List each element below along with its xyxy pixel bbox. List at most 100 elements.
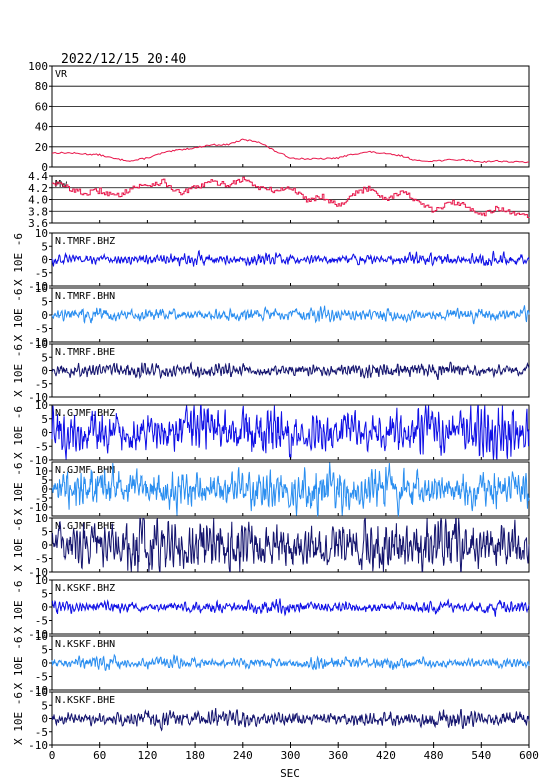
series-line — [52, 176, 530, 218]
y-tick-label: 10 — [35, 465, 48, 478]
y-tick-label: -5 — [35, 726, 48, 739]
y-tick-label: -5 — [35, 323, 48, 336]
y-tick-label: 60 — [35, 100, 48, 113]
panel-stack: 100806040200VR4.44.24.03.83.6Mw1050-5-10… — [12, 60, 539, 762]
panel-frame — [51, 65, 530, 168]
panel-label: N.TMRF.BHE — [55, 347, 115, 358]
y-tick-label: -5 — [35, 267, 48, 280]
series-line — [51, 249, 530, 267]
y-tick-label: 0 — [41, 309, 48, 322]
panel-label: N.KSKF.BHZ — [55, 583, 115, 594]
y-tick-label: 3.6 — [28, 217, 48, 230]
y-tick-label: 0 — [41, 601, 48, 614]
y-tick-label: 5 — [41, 296, 48, 309]
y-tick-label: 40 — [35, 121, 48, 134]
y-tick-label: 5 — [41, 588, 48, 601]
series-line — [51, 653, 530, 672]
y-tick-label: 100 — [28, 60, 48, 73]
x-axis-label: SEC — [280, 767, 300, 780]
x-tick-label: 420 — [376, 749, 396, 762]
y-tick-label: 20 — [35, 141, 48, 154]
y-axis-label: X 10E -6 — [12, 581, 25, 634]
series-line — [51, 138, 530, 164]
y-tick-label: -5 — [35, 440, 48, 453]
y-tick-label: -10 — [28, 391, 48, 404]
y-tick-label: 5 — [41, 526, 48, 539]
x-tick-label: 120 — [137, 749, 157, 762]
y-tick-label: 10 — [35, 686, 48, 699]
y-tick-label: 5 — [41, 699, 48, 712]
y-tick-label: -10 — [28, 280, 48, 293]
series-line — [51, 305, 530, 325]
panel-label: N.GJMF.BHE — [55, 521, 115, 532]
y-tick-label: -5 — [35, 553, 48, 566]
y-tick-label: 10 — [35, 227, 48, 240]
y-tick-label: 10 — [35, 574, 48, 587]
y-tick-label: 0 — [41, 539, 48, 552]
y-axis-label: X 10E -6 — [12, 289, 25, 342]
y-tick-label: 0 — [41, 483, 48, 496]
y-tick-label: -5 — [35, 671, 48, 684]
y-axis-label: X 10E -6 — [12, 519, 25, 572]
y-tick-label: 80 — [35, 80, 48, 93]
panel-label: N.GJMF.BHN — [55, 465, 115, 476]
y-tick-label: 0 — [41, 254, 48, 267]
y-tick-label: 5 — [41, 413, 48, 426]
y-axis-label: X 10E -6 — [12, 233, 25, 286]
y-tick-label: -10 — [28, 566, 48, 579]
x-tick-label: 300 — [281, 749, 301, 762]
y-axis-label: X 10E -6 — [12, 344, 25, 397]
y-tick-label: -10 — [28, 739, 48, 752]
y-axis-label: X 10E -6 — [12, 463, 25, 516]
y-axis-label: X 10E -6 — [12, 637, 25, 690]
y-axis-label: X 10E -6 — [12, 692, 25, 745]
series-line — [51, 462, 530, 518]
x-tick-label: 480 — [424, 749, 444, 762]
x-tick-label: 360 — [328, 749, 348, 762]
panel-label: N.TMRF.BHZ — [55, 236, 115, 247]
panel-label: N.KSKF.BHN — [55, 639, 115, 650]
y-tick-label: 0 — [41, 161, 48, 174]
y-tick-label: 4.0 — [28, 194, 48, 207]
series-line — [51, 598, 530, 617]
y-tick-label: 0 — [41, 657, 48, 670]
y-tick-label: -10 — [28, 501, 48, 514]
x-tick-label: 60 — [93, 749, 106, 762]
y-tick-label: -10 — [28, 336, 48, 349]
series-line — [51, 405, 530, 460]
x-tick-label: 240 — [233, 749, 253, 762]
timestamp-header: 2022/12/15 20:40 — [61, 52, 186, 67]
panel-label: N.TMRF.BHN — [55, 291, 115, 302]
series-line — [51, 517, 530, 573]
y-tick-label: 10 — [35, 630, 48, 643]
y-tick-label: 10 — [35, 399, 48, 412]
x-tick-label: 180 — [185, 749, 205, 762]
x-tick-label: 600 — [519, 749, 539, 762]
panel-label: Mw — [55, 179, 68, 190]
panel-label: VR — [55, 69, 68, 80]
y-axis-label: X 10E -6 — [12, 406, 25, 459]
y-tick-label: -5 — [35, 378, 48, 391]
y-tick-label: 5 — [41, 240, 48, 253]
x-tick-label: 0 — [49, 749, 56, 762]
series-line — [51, 707, 530, 732]
y-tick-label: 0 — [41, 427, 48, 440]
panel-vr: 100 80 60 40 20 0 VR — [28, 60, 530, 174]
y-tick-label: -5 — [35, 615, 48, 628]
panel-frame — [51, 461, 530, 517]
series-line — [51, 361, 530, 380]
y-tick-label: 10 — [35, 512, 48, 525]
panel-label: N.KSKF.BHE — [55, 695, 115, 706]
y-tick-label: 5 — [41, 474, 48, 487]
y-tick-label: 5 — [41, 351, 48, 364]
panel-mw: 4.44.24.03.83.6 Mw — [28, 170, 530, 230]
y-tick-label: 5 — [41, 644, 48, 657]
